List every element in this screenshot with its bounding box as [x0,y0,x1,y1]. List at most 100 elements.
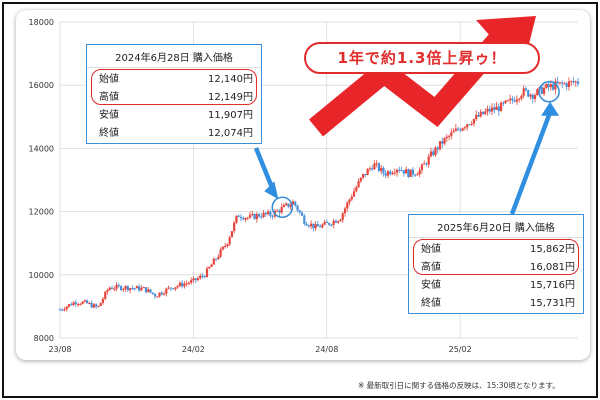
candle-body [359,177,362,182]
candle-body [158,292,161,297]
candle-body [443,138,446,144]
candle-body [319,226,322,228]
candle-body [83,300,86,302]
candle-body [201,275,204,277]
candle-body [260,216,263,218]
callout-title: 2024年6月28日 購入価格 [87,45,261,68]
candle-body [366,169,369,176]
candle-body [567,81,571,87]
candle-body [72,302,75,306]
candle-body [558,82,562,84]
candle-body [391,173,394,175]
candle-body [257,214,261,217]
candle-body [563,83,566,85]
pointer-arrow-2025 [509,108,554,215]
candle-body [253,213,256,220]
candle-body [445,136,448,139]
y-tick-label: 10000 [29,271,54,280]
candle-body [328,222,331,225]
callout-row-close: 終値 12,074円 [87,122,261,140]
candle-body [190,280,193,283]
candle-body [181,282,184,287]
highlight-ring [413,239,579,275]
candle-body [411,169,414,175]
candle-body [133,288,136,290]
candle-body [518,98,521,100]
candle-body [79,303,82,305]
candle-body [131,288,134,290]
candle-body [420,164,424,171]
candle-body [135,286,139,289]
callout-title: 2025年6月20日 購入価格 [409,215,583,238]
candle-body [291,201,295,205]
candle-body [423,163,426,165]
candle-body [542,87,546,94]
row-value: 12,074円 [208,127,253,139]
candle-body [237,215,240,217]
candle-body [475,114,478,119]
candle-body [524,88,528,91]
candle-body [70,304,73,306]
candle-body [533,95,537,99]
candle-body [463,127,466,129]
purchase-circle-2025 [538,80,560,103]
x-axis-ticks: 23/08 24/02 24/08 25/02 [48,345,471,354]
candle-body [341,213,344,220]
candle-body [280,207,283,213]
candle-body [407,169,410,177]
candle-body [352,191,356,197]
candle-body [149,289,152,293]
candle-body [255,214,258,220]
callout-row-high: 高値 12,149円 [87,86,261,104]
candle-body [495,106,498,110]
candles [58,76,580,312]
candle-body [468,124,471,126]
candle-body [276,210,279,212]
candle-body [395,169,399,173]
candle-body [436,147,439,150]
candle-body [296,205,299,211]
callout-row-close: 終値 15,731円 [409,292,583,310]
candle-body [122,288,125,291]
callout-row-open: 始値 12,140円 [87,68,261,86]
candle-body [466,124,469,128]
candle-body [350,196,353,200]
candle-body [330,224,333,226]
candle-body [346,202,349,209]
candle-body [244,217,247,220]
candle-body [108,287,111,291]
candle-body [278,210,281,213]
candle-body [536,89,539,96]
candle-body [454,128,457,131]
candle-body [271,215,274,217]
row-value: 16,081円 [530,261,575,273]
candle-body [479,111,482,117]
candle-body [364,174,367,176]
candle-body [221,246,224,250]
y-tick-label: 12000 [29,208,54,217]
candle-body [502,102,505,104]
candle-body [400,170,403,172]
candle-body [144,287,148,293]
candle-body [511,98,514,101]
candle-body [556,81,559,84]
candle-body [203,276,206,278]
callout-row-high: 高値 16,081円 [409,256,583,274]
candle-body [470,123,473,125]
candle-body [174,287,177,290]
candle-body [348,199,351,203]
row-label: 始値 [421,243,441,255]
candle-body [61,309,64,311]
candle-body [323,221,326,225]
candle-body [248,215,252,218]
candle-body [74,302,77,305]
candle-body [522,88,525,96]
candle-body [298,210,301,213]
candle-body [289,204,292,207]
row-label: 終値 [421,297,441,309]
candle-body [531,94,534,99]
candle-body [165,288,168,294]
candle-body [404,169,408,174]
candle-body [520,95,523,99]
candle-body [269,211,272,216]
